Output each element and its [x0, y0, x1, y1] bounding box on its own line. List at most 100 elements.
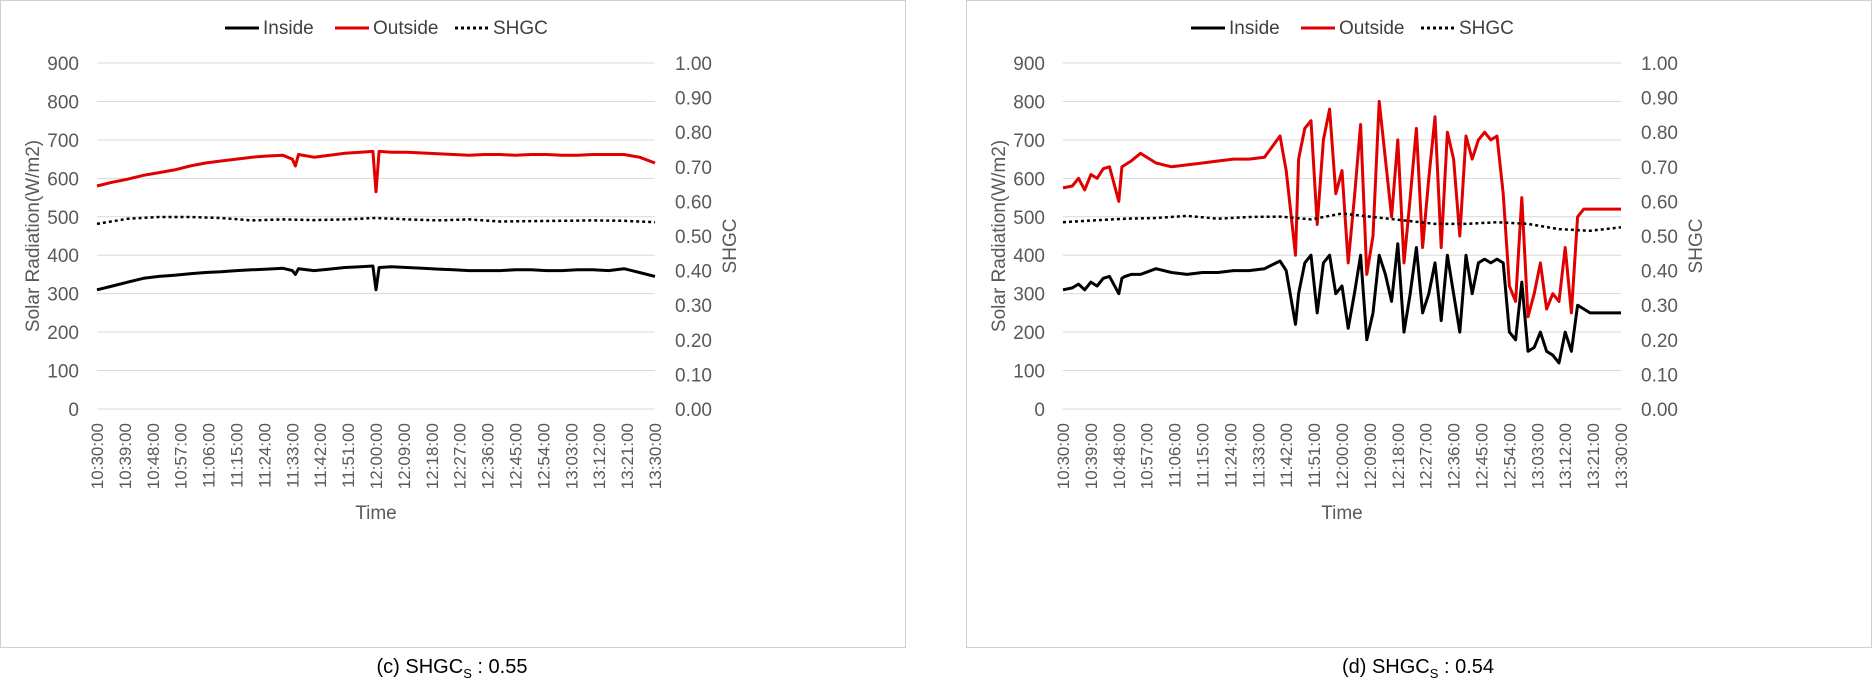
y-tick-label: 500 — [47, 208, 79, 229]
y-tick-label: 300 — [47, 285, 79, 306]
x-tick-label: 12:36:00 — [479, 423, 498, 489]
x-tick-label: 10:39:00 — [116, 423, 135, 489]
y2-tick-label: 0.20 — [1641, 331, 1678, 352]
x-tick-label: 13:12:00 — [590, 423, 609, 489]
chart-frame: 0 100 200 300 400 500 600 700 800 900 0.00 0.10 0.20… — [0, 0, 906, 648]
x-tick-label: 12:09:00 — [395, 423, 414, 489]
legend-label: Inside — [1229, 18, 1280, 39]
x-tick-label: 11:42:00 — [1277, 423, 1296, 488]
x-tick-label: 12:18:00 — [423, 423, 442, 489]
y-tick-label: 500 — [1013, 208, 1045, 229]
y2-tick-label: 0.70 — [1641, 158, 1678, 179]
y-tick-label: 300 — [1013, 285, 1045, 306]
x-tick-label: 11:15:00 — [228, 423, 247, 488]
x-tick-label: 11:06:00 — [200, 423, 219, 488]
y2-tick-label: 0.40 — [1641, 262, 1678, 283]
y-tick-label: 900 — [47, 54, 79, 75]
series-line-shgc — [96, 215, 656, 226]
chart-panel-c: 0 100 200 300 400 500 600 700 800 900 0.00 0.10 0.20… — [0, 0, 906, 698]
x-tick-label: 12:27:00 — [451, 423, 470, 489]
x-tick-label: 11:06:00 — [1166, 423, 1185, 488]
y2-tick-label: 0.10 — [1641, 365, 1678, 386]
x-tick-label: 11:42:00 — [311, 423, 330, 488]
caption-value: : 0.54 — [1438, 656, 1495, 678]
x-tick-label: 12:18:00 — [1389, 423, 1408, 489]
y2-tick-label: 0.00 — [675, 400, 712, 421]
y-tick-label: 700 — [1013, 131, 1045, 152]
caption-subscript: S — [463, 666, 472, 681]
caption-subscript: S — [1429, 666, 1439, 681]
y2-tick-label: 0.80 — [1641, 123, 1678, 144]
y2-tick-label: 0.70 — [675, 158, 712, 179]
caption-value: : 0.55 — [471, 656, 528, 678]
x-axis-title: Time — [1321, 503, 1363, 524]
series-line-inside — [1062, 242, 1621, 365]
x-tick-label: 12:27:00 — [1417, 423, 1436, 489]
series-line-outside — [96, 149, 656, 194]
caption-text: (d) SHGC — [1341, 656, 1430, 678]
y-tick-label: 900 — [1013, 54, 1045, 75]
x-tick-label: 12:09:00 — [1361, 423, 1380, 489]
caption-text: (c) SHGC — [376, 656, 464, 678]
x-tick-label: 11:24:00 — [1221, 423, 1240, 488]
y2-tick-label: 0.60 — [675, 192, 712, 213]
x-tick-label: 12:45:00 — [1473, 423, 1492, 489]
x-tick-label: 11:33:00 — [283, 423, 302, 488]
chart-caption: (c) SHGCS : 0.55 — [0, 656, 904, 681]
x-tick-label: 10:30:00 — [88, 423, 107, 489]
x-tick-label: 12:54:00 — [1500, 423, 1519, 489]
x-tick-label: 12:36:00 — [1445, 423, 1464, 489]
y-tick-label: 200 — [47, 323, 79, 344]
y2-tick-label: 0.00 — [1641, 400, 1678, 421]
y2-tick-label: 0.90 — [675, 89, 712, 110]
line-chart-d: 0 100 200 300 400 500 600 700 800 900 0.00 0.10 0.20… — [989, 18, 1707, 524]
y2-tick-label: 0.50 — [1641, 227, 1678, 248]
line-chart-c: 0 100 200 300 400 500 600 700 800 900 0.00 0.10 0.20… — [23, 18, 741, 524]
y-tick-label: 600 — [47, 169, 79, 190]
x-tick-label: 10:57:00 — [1138, 423, 1157, 489]
y-tick-label: 700 — [47, 131, 79, 152]
y2-tick-label: 0.30 — [1641, 296, 1678, 317]
y-tick-label: 0 — [1034, 400, 1045, 421]
y2-axis-title: SHGC — [720, 219, 741, 274]
chart-panel-d: 0 100 200 300 400 500 600 700 800 900 0.00 0.10 0.20… — [966, 0, 1872, 698]
x-tick-label: 11:51:00 — [339, 423, 358, 488]
y-tick-label: 100 — [47, 362, 79, 383]
y2-tick-label: 1.00 — [1641, 54, 1678, 75]
x-tick-label: 12:00:00 — [367, 423, 386, 489]
y-axis-title: Solar Radiation(W/m2) — [23, 140, 44, 332]
series-line-inside — [96, 264, 656, 292]
x-axis-title: Time — [355, 503, 397, 524]
y2-axis-title: SHGC — [1686, 219, 1707, 274]
legend-label: Inside — [263, 18, 314, 39]
y2-tick-label: 0.90 — [1641, 89, 1678, 110]
legend-label: SHGC — [493, 18, 548, 39]
x-tick-label: 11:51:00 — [1305, 423, 1324, 488]
chart-caption: (d) SHGCS : 0.54 — [966, 656, 1870, 681]
y2-tick-label: 0.40 — [675, 262, 712, 283]
legend-label: Outside — [373, 18, 438, 39]
legend-label: SHGC — [1459, 18, 1514, 39]
x-tick-label: 11:24:00 — [255, 423, 274, 488]
x-tick-label: 10:39:00 — [1082, 423, 1101, 489]
y2-tick-label: 0.10 — [675, 365, 712, 386]
x-tick-label: 12:45:00 — [507, 423, 526, 489]
y2-tick-label: 0.50 — [675, 227, 712, 248]
x-tick-label: 11:15:00 — [1194, 423, 1213, 488]
x-tick-label: 13:21:00 — [618, 423, 637, 489]
x-tick-label: 11:33:00 — [1249, 423, 1268, 488]
y-tick-label: 400 — [47, 246, 79, 267]
legend-label: Outside — [1339, 18, 1404, 39]
y-tick-label: 100 — [1013, 362, 1045, 383]
y-axis-title: Solar Radiation(W/m2) — [989, 140, 1010, 332]
y2-tick-label: 0.20 — [675, 331, 712, 352]
x-tick-label: 13:03:00 — [562, 423, 581, 489]
x-tick-label: 13:30:00 — [646, 423, 665, 489]
y2-tick-label: 0.80 — [675, 123, 712, 144]
x-tick-label: 12:54:00 — [534, 423, 553, 489]
y-tick-label: 800 — [1013, 92, 1045, 113]
y2-tick-label: 0.30 — [675, 296, 712, 317]
x-tick-label: 13:03:00 — [1528, 423, 1547, 489]
x-tick-label: 12:00:00 — [1333, 423, 1352, 489]
x-tick-label: 13:30:00 — [1612, 423, 1631, 489]
